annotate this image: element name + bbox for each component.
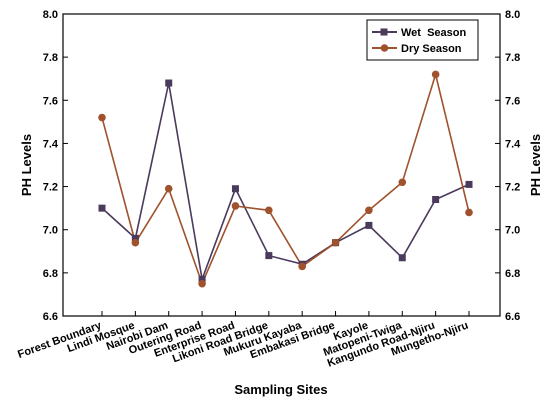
y-tick-label-left: 7.6 [43, 95, 58, 107]
dry-season-point [198, 279, 206, 288]
y-axis-title-right: PH Levels [528, 134, 543, 196]
wet-season-point [198, 275, 206, 283]
dry-season-point [298, 262, 306, 271]
legend-dry-marker [380, 44, 389, 52]
y-tick-label-right: 8.0 [505, 9, 520, 21]
dry-season-line [101, 71, 470, 286]
y-tick-label-right: 7.4 [505, 138, 521, 150]
y-axis-left: 6.6 6.8 7.0 7.2 7.4 7.6 7.8 8.0 [43, 9, 68, 323]
y-tick-label-left: 6.6 [43, 311, 58, 323]
legend-wet-marker [380, 28, 388, 36]
y-tick-label-left: 7.2 [43, 182, 58, 194]
dry-season-point [131, 238, 140, 247]
y-axis-title-left: PH Levels [19, 134, 34, 196]
y-tick-label-right: 7.2 [505, 182, 520, 194]
y-tick-label-left: 7.8 [43, 52, 58, 64]
y-axis-right: 6.6 6.8 7.0 7.2 7.4 7.6 7.8 8.0 [495, 9, 521, 323]
wet-season-point [165, 79, 173, 87]
dry-season-point [164, 184, 173, 193]
y-tick-label-right: 7.6 [505, 95, 520, 107]
wet-season-line [101, 82, 470, 283]
series-lines [101, 71, 470, 286]
wet-season-point [231, 185, 239, 193]
x-axis-title: Sampling Sites [234, 382, 327, 397]
wet-season-point [131, 234, 139, 242]
dry-season-point [265, 206, 273, 215]
legend-wet-label: Wet Season [401, 27, 466, 39]
y-tick-label-right: 6.6 [505, 311, 520, 323]
series-markers [98, 70, 473, 288]
dry-season-point [465, 208, 473, 217]
y-tick-label-left: 8.0 [43, 9, 58, 21]
legend: Wet Season Dry Season [366, 19, 479, 61]
legend-box [366, 19, 479, 61]
y-tick-label-left: 7.4 [43, 138, 59, 150]
legend-dry-label: Dry Season [401, 43, 462, 55]
wet-season-point [365, 221, 373, 229]
dry-season-point [331, 238, 340, 247]
wet-season-point [98, 204, 106, 212]
dry-season-point [231, 202, 240, 210]
wet-season-point [265, 252, 273, 260]
y-tick-label-right: 7.0 [505, 225, 520, 237]
y-tick-label-right: 7.8 [505, 52, 520, 64]
y-tick-label-left: 7.0 [43, 225, 58, 237]
wet-season-point [398, 254, 406, 262]
y-tick-label-right: 6.8 [505, 268, 520, 280]
y-tick-label-left: 6.8 [43, 268, 58, 280]
dry-season-point [98, 113, 106, 122]
wet-season-point [465, 180, 473, 188]
dry-season-point [431, 70, 440, 79]
dry-season-point [365, 206, 373, 215]
dry-season-point [398, 178, 407, 187]
plot-frame [62, 13, 501, 317]
wet-season-point [432, 196, 440, 204]
